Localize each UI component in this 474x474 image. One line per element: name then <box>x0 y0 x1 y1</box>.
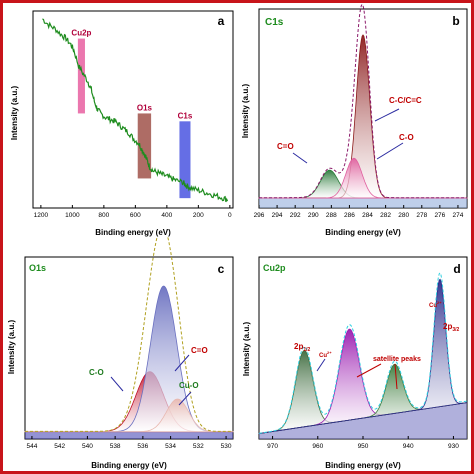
x-axis-label: Binding energy (eV) <box>91 461 167 470</box>
label-c-o-double: C=O <box>174 346 208 372</box>
chart-title: C1s <box>265 17 284 28</box>
x-tick-label: 286 <box>344 212 355 219</box>
y-axis-label: Intensity (a.u.) <box>7 320 16 375</box>
label-c-c: C-C/C=C <box>374 96 422 122</box>
x-axis-label: Binding energy (eV) <box>325 461 401 470</box>
y-axis-label: Intensity (a.u.) <box>242 322 251 377</box>
x-tick-label: 532 <box>193 443 204 450</box>
x-tick-label: 1000 <box>65 212 80 219</box>
panel-c-o1s-chart: 544 542 540 538 536 534 532 530 O1s c Binding e… <box>7 237 234 470</box>
x-tick-label: 540 <box>82 443 93 450</box>
figure-frame: Cu2p O1s C1s 1200 1000 800 600 400 200 0 a Bindi… <box>3 3 471 471</box>
x-tick-label: 276 <box>434 212 445 219</box>
baseline-band <box>25 431 233 439</box>
label-cu-o: Cu-O <box>178 381 199 406</box>
x-tick-label: 1200 <box>34 212 49 219</box>
x-tick-label: 400 <box>161 212 172 219</box>
label-2p-three-half: 2p3/2 Cu2+ <box>429 300 460 333</box>
chart-title: Cu2p <box>263 263 286 273</box>
svg-text:C-O: C-O <box>89 368 104 377</box>
envelope-line <box>258 272 468 434</box>
svg-text:satellite peaks: satellite peaks <box>373 356 421 363</box>
x-tick-label: 534 <box>165 443 176 450</box>
x-ticks: 1200 1000 800 600 400 200 0 <box>34 205 232 219</box>
svg-text:2p1/2: 2p1/2 <box>294 342 311 353</box>
label-satellite: satellite peaks <box>356 356 421 390</box>
x-axis-label: Binding energy (eV) <box>95 228 171 237</box>
label-2p-half: 2p1/2 Cu2+ <box>294 342 332 372</box>
x-tick-label: 960 <box>312 443 323 450</box>
data-marks: Cu2p O1s C1s <box>42 18 229 203</box>
x-tick-label: 538 <box>110 443 121 450</box>
fitted-peak <box>24 398 234 433</box>
svg-text:Cu2+: Cu2+ <box>429 300 442 309</box>
data-marks <box>258 272 468 439</box>
region-box <box>179 121 191 199</box>
panel-letter: a <box>218 14 225 28</box>
envelope-line <box>259 3 467 199</box>
x-tick-label: 296 <box>254 212 265 219</box>
x-tick-label: 294 <box>272 212 283 219</box>
panel-a-survey-chart: Cu2p O1s C1s 1200 1000 800 600 400 200 0 a Bindi… <box>10 10 234 237</box>
region-box <box>77 38 85 114</box>
x-tick-label: 930 <box>448 443 459 450</box>
data-marks <box>258 3 468 208</box>
x-ticks: 544 542 540 538 536 534 532 530 <box>27 436 232 450</box>
svg-text:C=O: C=O <box>191 346 208 355</box>
x-tick-label: 950 <box>358 443 369 450</box>
region-label: C1s <box>178 111 193 120</box>
label-c-o-double: C=O <box>277 142 308 164</box>
x-tick-label: 970 <box>267 443 278 450</box>
x-axis-label: Binding energy (eV) <box>325 228 401 237</box>
panel-d-cu2p-chart: 970 960 950 940 930 Cu2p d Binding energy (e… <box>242 256 468 470</box>
x-tick-label: 530 <box>221 443 232 450</box>
chart-title: O1s <box>29 263 46 273</box>
x-tick-label: 282 <box>380 212 391 219</box>
svg-text:Cu-O: Cu-O <box>179 381 199 390</box>
x-tick-label: 544 <box>27 443 38 450</box>
label-c-o-single: C-O <box>376 133 414 160</box>
x-tick-label: 288 <box>326 212 337 219</box>
x-tick-label: 280 <box>398 212 409 219</box>
baseline-band <box>259 198 467 208</box>
baseline-band <box>259 402 467 439</box>
series-line <box>42 18 229 203</box>
y-axis-label: Intensity (a.u.) <box>10 86 19 141</box>
x-tick-label: 536 <box>137 443 148 450</box>
panel-letter: b <box>452 14 459 28</box>
label-c-o: C-O <box>89 368 124 392</box>
panel-letter: d <box>453 262 460 276</box>
x-tick-label: 600 <box>130 212 141 219</box>
svg-text:C-O: C-O <box>399 133 414 142</box>
svg-text:2p3/2: 2p3/2 <box>443 322 460 333</box>
x-tick-label: 290 <box>308 212 319 219</box>
svg-text:C-C/C=C: C-C/C=C <box>389 96 422 105</box>
data-marks <box>24 237 234 439</box>
x-tick-label: 274 <box>453 212 464 219</box>
x-ticks: 296 294 292 290 288 286 284 282 280 278 276 274 <box>254 205 464 219</box>
x-ticks: 970 960 950 940 930 <box>267 436 459 450</box>
x-tick-label: 284 <box>362 212 373 219</box>
x-tick-label: 278 <box>416 212 427 219</box>
region-label: Cu2p <box>71 29 91 38</box>
x-tick-label: 200 <box>193 212 204 219</box>
panel-letter: c <box>218 262 225 276</box>
region-label: O1s <box>137 103 153 112</box>
x-tick-label: 940 <box>403 443 414 450</box>
x-tick-label: 292 <box>290 212 301 219</box>
plot-area <box>32 10 234 209</box>
x-tick-label: 542 <box>54 443 65 450</box>
x-tick-label: 0 <box>228 212 232 219</box>
envelope-line <box>25 237 233 432</box>
y-axis-label: Intensity (a.u.) <box>241 84 250 139</box>
svg-text:Cu2+: Cu2+ <box>319 350 332 359</box>
panel-b-c1s-chart: 296 294 292 290 288 286 284 282 280 278 276 274 C1s… <box>241 3 468 237</box>
svg-text:C=O: C=O <box>277 142 294 151</box>
x-tick-label: 800 <box>98 212 109 219</box>
plot-area <box>24 256 234 440</box>
